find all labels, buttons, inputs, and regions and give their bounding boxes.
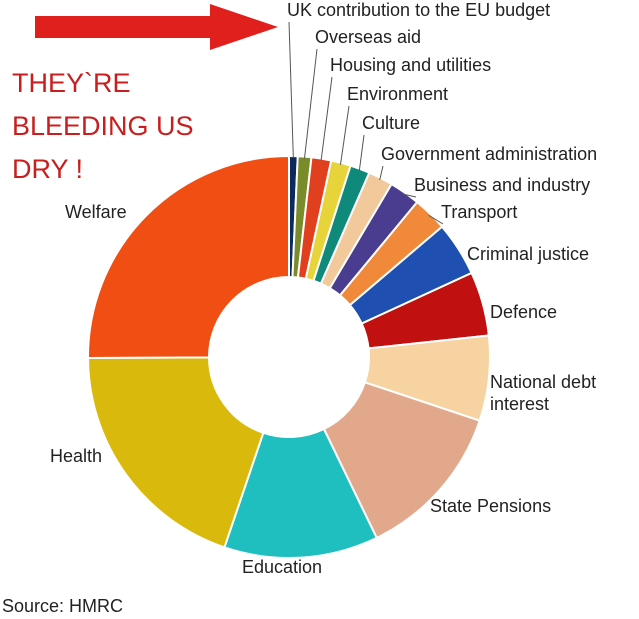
leader-line xyxy=(339,105,350,165)
slice-label: Health xyxy=(50,446,102,466)
arrow xyxy=(35,4,278,50)
slice-label: Housing and utilities xyxy=(330,55,491,75)
slice-label: Education xyxy=(242,557,322,577)
leader-line xyxy=(428,214,444,225)
slice-label: State Pensions xyxy=(430,496,551,516)
slice-label: UK contribution to the EU budget xyxy=(287,0,550,20)
slice-label: Welfare xyxy=(65,202,127,222)
slice xyxy=(86,356,265,549)
annotation: DRY ! xyxy=(12,154,83,184)
leader-line xyxy=(303,48,318,159)
leader-line xyxy=(288,21,294,159)
slice-label: Overseas aid xyxy=(315,27,421,47)
slice-label: National debt interest xyxy=(490,372,601,414)
slice xyxy=(223,427,379,559)
annotation: THEY`RE xyxy=(12,68,131,98)
slice xyxy=(322,381,481,540)
slice xyxy=(87,154,290,359)
source: Source: HMRC xyxy=(2,596,123,616)
slice-label: Environment xyxy=(347,84,448,104)
leader-line xyxy=(320,76,333,161)
slice-label: Business and industry xyxy=(414,175,590,195)
leader-line xyxy=(403,193,417,198)
slice-label: Government administration xyxy=(381,144,597,164)
slice-label: Criminal justice xyxy=(467,244,589,264)
annotation: BLEEDING US xyxy=(12,111,194,141)
leader-line xyxy=(358,134,365,171)
slice-label: Culture xyxy=(362,113,420,133)
slice-label: Defence xyxy=(490,302,557,322)
slice-label: Transport xyxy=(441,202,517,222)
donut: UK contribution to the EU budget Overseas… xyxy=(50,0,601,577)
leader-line xyxy=(379,165,384,180)
